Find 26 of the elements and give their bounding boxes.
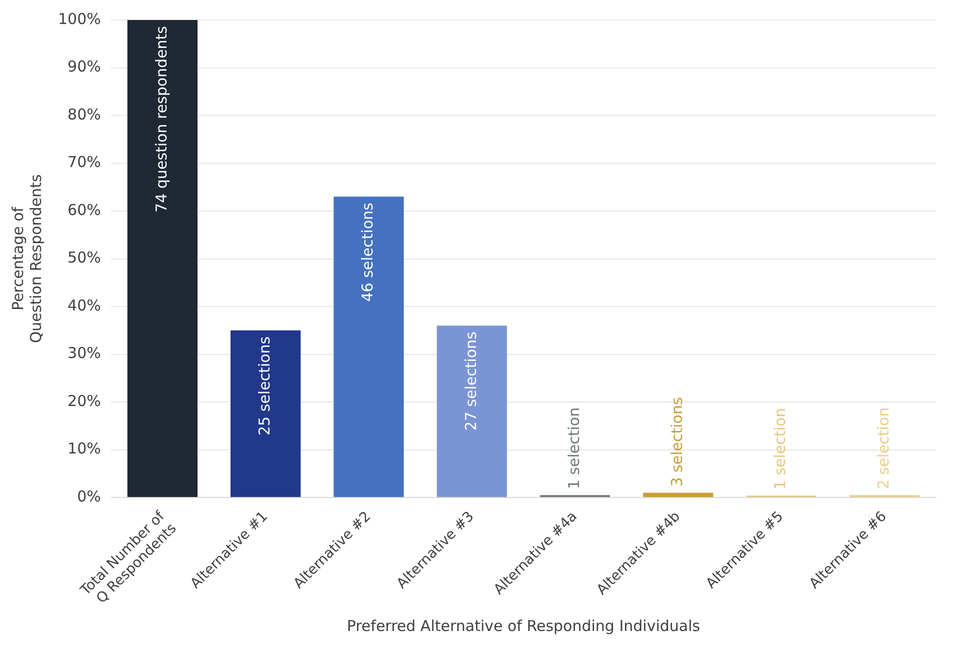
annotation: 3 selections xyxy=(668,397,686,487)
y-tick-label: 10% xyxy=(68,440,101,458)
y-tick-label: 30% xyxy=(68,344,101,362)
y-tick-label: 0% xyxy=(77,487,101,506)
bar xyxy=(230,330,301,498)
y-tick-label: 80% xyxy=(68,105,101,124)
annotation: 27 selections xyxy=(462,331,480,431)
y-tick-label: 70% xyxy=(68,153,101,172)
bar xyxy=(334,196,404,498)
bar xyxy=(643,492,714,498)
y-axis-title: Percentage of Question Respondents xyxy=(8,174,45,344)
bar xyxy=(127,20,198,498)
y-tick-label: 90% xyxy=(68,58,101,76)
y-tick-label: 60% xyxy=(68,200,101,219)
annotation: 1 selection xyxy=(564,407,583,490)
y-tick-label: 40% xyxy=(68,296,101,314)
annotation: 74 question respondents xyxy=(152,26,170,212)
bar xyxy=(436,326,507,498)
annotation: 46 selections xyxy=(358,202,377,302)
y-tick-label: 100% xyxy=(58,10,101,28)
y-tick-label: 20% xyxy=(68,392,101,410)
y-tick-label: 50% xyxy=(68,248,101,267)
annotation: 25 selections xyxy=(255,336,274,436)
x-axis-title: Preferred Alternative of Responding Individuals xyxy=(346,616,700,635)
annotation: 1 selection xyxy=(771,408,790,490)
annotation: 2 selection xyxy=(874,407,892,490)
